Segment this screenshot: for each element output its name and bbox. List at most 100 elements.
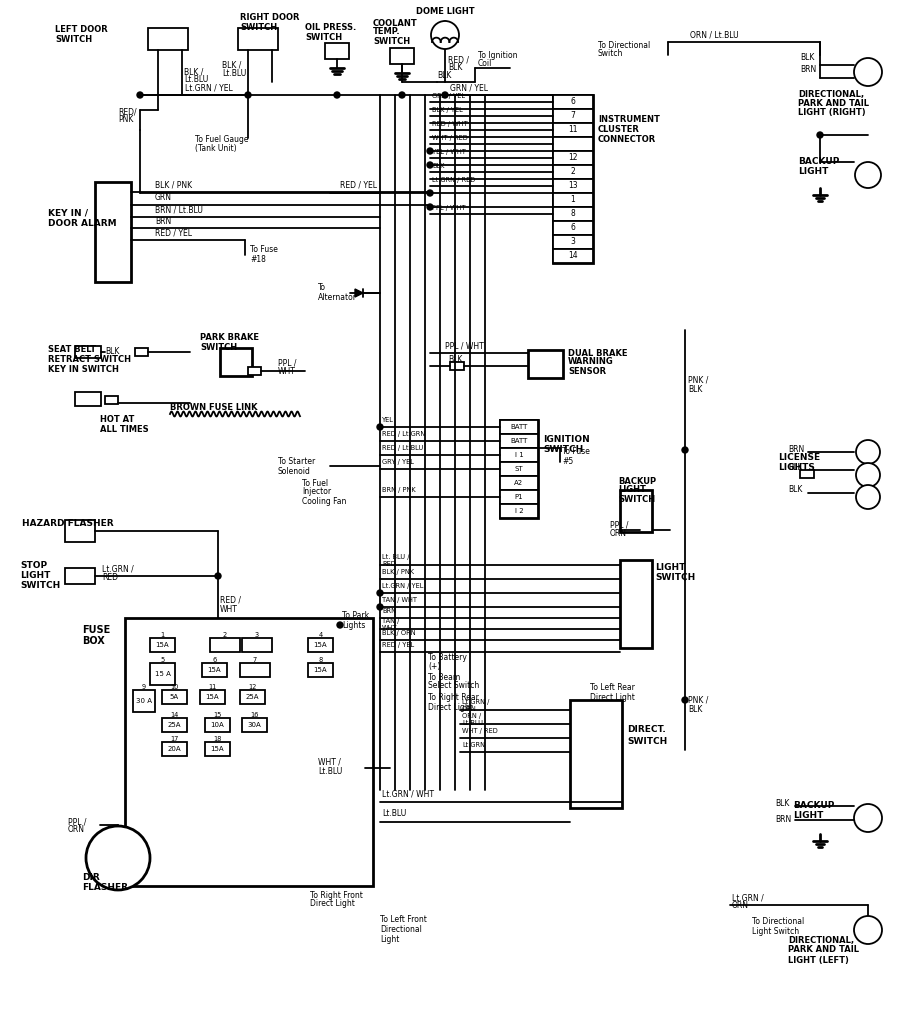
- Text: 15A: 15A: [208, 667, 221, 673]
- Text: RED /: RED /: [220, 596, 241, 604]
- Text: PARK AND TAIL: PARK AND TAIL: [798, 99, 869, 109]
- Text: BLK: BLK: [775, 800, 789, 809]
- Bar: [553, 109, 593, 123]
- Bar: [105, 396, 118, 404]
- Circle shape: [245, 92, 251, 98]
- Circle shape: [854, 58, 882, 86]
- Text: BLK / PNK: BLK / PNK: [382, 569, 414, 575]
- Bar: [553, 165, 593, 179]
- Circle shape: [427, 204, 433, 210]
- Text: GRY / YEL: GRY / YEL: [382, 459, 414, 465]
- Text: To Fuse: To Fuse: [562, 447, 590, 457]
- Text: Lt.GRN / YEL: Lt.GRN / YEL: [185, 84, 232, 92]
- Text: RED / WHT: RED / WHT: [432, 121, 467, 127]
- Bar: [553, 193, 593, 207]
- Text: DOME LIGHT: DOME LIGHT: [415, 7, 475, 16]
- Text: DOOR ALARM: DOOR ALARM: [48, 218, 117, 227]
- Text: WARNING: WARNING: [568, 357, 614, 367]
- Text: BLK: BLK: [688, 706, 702, 715]
- Text: Direct Light: Direct Light: [310, 899, 355, 908]
- Text: BLK: BLK: [105, 347, 119, 356]
- Text: LIGHT (LEFT): LIGHT (LEFT): [788, 955, 849, 965]
- Text: To Fuse: To Fuse: [250, 246, 278, 255]
- Text: 15A: 15A: [210, 746, 224, 752]
- Text: BROWN FUSE LINK: BROWN FUSE LINK: [170, 403, 258, 413]
- Bar: [500, 434, 538, 449]
- Text: BLK / YEL: BLK / YEL: [432, 106, 463, 113]
- Circle shape: [682, 697, 688, 703]
- Bar: [200, 690, 225, 705]
- Text: PARK AND TAIL: PARK AND TAIL: [788, 945, 859, 954]
- Text: RED /: RED /: [448, 55, 469, 65]
- Bar: [553, 151, 593, 165]
- Text: ORN: ORN: [610, 529, 627, 539]
- Text: BLK: BLK: [688, 385, 702, 394]
- Text: SWITCH: SWITCH: [200, 343, 237, 352]
- Text: SWITCH: SWITCH: [373, 37, 410, 45]
- Text: To Fuel: To Fuel: [302, 478, 328, 487]
- Bar: [500, 462, 538, 476]
- Bar: [450, 362, 464, 370]
- Text: ST: ST: [515, 466, 523, 472]
- Bar: [248, 367, 261, 375]
- Text: BLK: BLK: [788, 485, 803, 495]
- Text: 6: 6: [570, 97, 576, 106]
- Text: 4: 4: [318, 632, 322, 638]
- Text: LIGHT (RIGHT): LIGHT (RIGHT): [798, 109, 865, 118]
- Bar: [308, 638, 333, 652]
- Bar: [242, 638, 272, 652]
- Text: Injector: Injector: [302, 487, 331, 497]
- Text: To Battery: To Battery: [428, 653, 466, 663]
- Text: 17: 17: [170, 736, 179, 742]
- Text: 5: 5: [160, 657, 165, 663]
- Text: WHT / RED: WHT / RED: [432, 135, 467, 141]
- Bar: [240, 663, 270, 677]
- Text: SWITCH: SWITCH: [240, 23, 277, 32]
- Circle shape: [399, 92, 405, 98]
- Text: SWITCH: SWITCH: [655, 573, 695, 583]
- Text: P1: P1: [515, 494, 523, 500]
- Text: HOT AT: HOT AT: [100, 416, 135, 425]
- Text: 18: 18: [213, 736, 221, 742]
- Text: Solenoid: Solenoid: [278, 467, 311, 475]
- Text: Lt.GRN / WHT: Lt.GRN / WHT: [382, 790, 434, 799]
- Text: FUSE: FUSE: [82, 625, 110, 635]
- Text: DIRECTIONAL,: DIRECTIONAL,: [788, 936, 855, 944]
- Text: 25A: 25A: [246, 694, 260, 700]
- Text: BACKUP: BACKUP: [798, 158, 839, 167]
- Text: Lt.GRN /: Lt.GRN /: [462, 699, 489, 705]
- Text: ORN /: ORN /: [462, 713, 481, 719]
- Text: A2: A2: [515, 480, 524, 486]
- Text: OIL PRESS.: OIL PRESS.: [305, 24, 356, 33]
- Text: PPL / WHT: PPL / WHT: [432, 205, 466, 211]
- Text: Coil: Coil: [478, 58, 492, 68]
- Bar: [620, 490, 652, 532]
- Text: PPL /: PPL /: [278, 358, 296, 368]
- Bar: [553, 179, 593, 193]
- Text: 15A: 15A: [206, 694, 220, 700]
- Text: DIR: DIR: [82, 873, 99, 883]
- Text: To Beam: To Beam: [428, 673, 460, 682]
- Text: RED: RED: [102, 572, 118, 582]
- Text: BATT: BATT: [510, 424, 527, 430]
- Text: CONNECTOR: CONNECTOR: [598, 135, 656, 144]
- Text: Direct Light: Direct Light: [590, 692, 635, 701]
- Bar: [148, 28, 188, 50]
- Text: TAN / WHT: TAN / WHT: [382, 597, 417, 603]
- Text: BLK / ORN: BLK / ORN: [382, 630, 415, 636]
- Circle shape: [442, 92, 448, 98]
- Bar: [125, 618, 373, 886]
- Text: WHT /: WHT /: [318, 758, 341, 767]
- Bar: [240, 690, 265, 705]
- Text: BLK: BLK: [432, 163, 445, 169]
- Circle shape: [137, 92, 143, 98]
- Text: SWITCH: SWITCH: [305, 33, 343, 42]
- Text: Lt.GRN / YEL: Lt.GRN / YEL: [382, 583, 424, 589]
- Bar: [150, 663, 175, 685]
- Text: LEFT DOOR: LEFT DOOR: [55, 26, 107, 35]
- Bar: [210, 638, 240, 652]
- Text: BRN / Lt.BLU: BRN / Lt.BLU: [155, 206, 203, 214]
- Text: ALL TIMES: ALL TIMES: [100, 425, 148, 433]
- Text: BLK /: BLK /: [222, 60, 241, 70]
- Bar: [75, 346, 101, 358]
